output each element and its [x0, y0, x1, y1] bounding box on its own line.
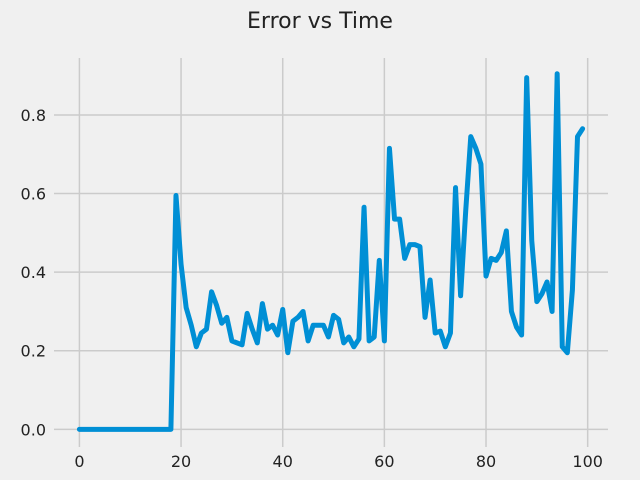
x-tick-label: 100: [572, 452, 603, 471]
x-axis-tick-labels: 0 20 40 60 80 100: [74, 452, 603, 471]
chart-title: Error vs Time: [247, 9, 393, 34]
y-tick-label: 0.0: [21, 420, 46, 439]
y-tick-label: 0.4: [21, 263, 46, 282]
y-axis-tick-labels: 0.0 0.2 0.4 0.6 0.8: [21, 106, 46, 439]
y-tick-label: 0.6: [21, 185, 46, 204]
x-tick-label: 20: [171, 452, 191, 471]
x-tick-label: 0: [74, 452, 84, 471]
y-tick-label: 0.8: [21, 106, 46, 125]
series-line: [76, 71, 586, 432]
x-tick-label: 60: [374, 452, 394, 471]
series-layer: [76, 71, 586, 432]
x-tick-label: 40: [273, 452, 293, 471]
y-tick-label: 0.2: [21, 342, 46, 361]
x-tick-label: 80: [476, 452, 496, 471]
